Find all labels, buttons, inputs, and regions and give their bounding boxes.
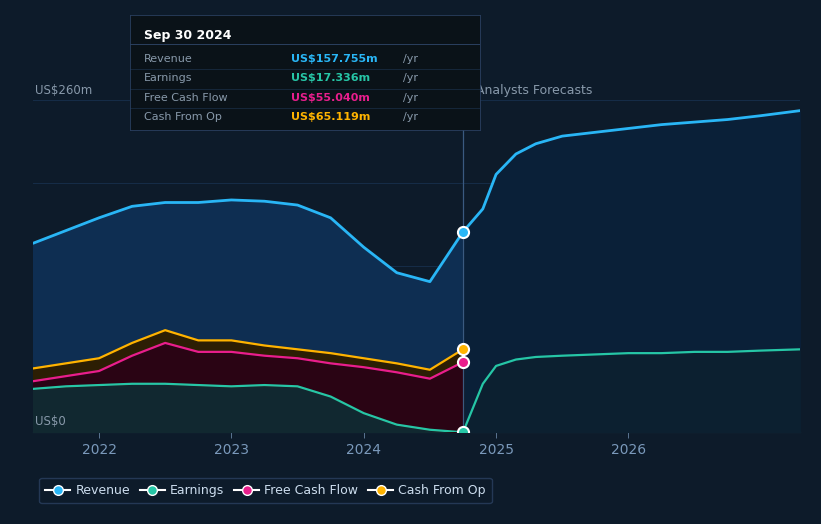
Legend: Revenue, Earnings, Free Cash Flow, Cash From Op: Revenue, Earnings, Free Cash Flow, Cash … bbox=[39, 478, 492, 503]
Text: Earnings: Earnings bbox=[144, 73, 192, 83]
Text: /yr: /yr bbox=[403, 73, 418, 83]
Text: Sep 30 2024: Sep 30 2024 bbox=[144, 29, 232, 42]
Text: Revenue: Revenue bbox=[144, 53, 192, 64]
Text: US$157.755m: US$157.755m bbox=[291, 53, 378, 64]
Text: US$17.336m: US$17.336m bbox=[291, 73, 370, 83]
Text: Cash From Op: Cash From Op bbox=[144, 112, 222, 122]
Text: Past: Past bbox=[424, 84, 455, 96]
Text: US$260m: US$260m bbox=[35, 83, 93, 96]
Text: Free Cash Flow: Free Cash Flow bbox=[144, 93, 227, 103]
Text: US$55.040m: US$55.040m bbox=[291, 93, 369, 103]
Text: Analysts Forecasts: Analysts Forecasts bbox=[476, 84, 593, 96]
Text: US$65.119m: US$65.119m bbox=[291, 112, 370, 122]
Text: /yr: /yr bbox=[403, 93, 418, 103]
Text: /yr: /yr bbox=[403, 53, 418, 64]
Text: /yr: /yr bbox=[403, 112, 418, 122]
Text: US$0: US$0 bbox=[35, 416, 67, 429]
